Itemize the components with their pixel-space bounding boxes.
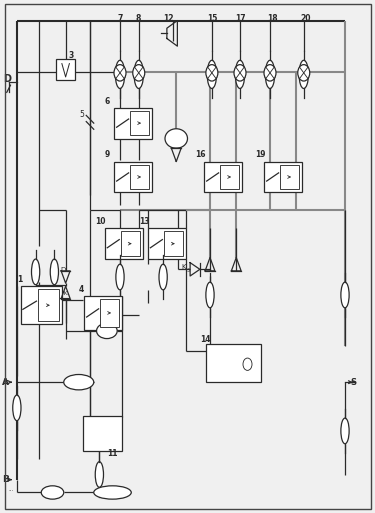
Text: 11: 11 [107,449,117,458]
Ellipse shape [41,486,64,499]
Ellipse shape [165,129,188,148]
Ellipse shape [116,264,124,290]
Ellipse shape [299,60,308,89]
Ellipse shape [341,282,349,308]
Text: FK: FK [60,291,68,296]
Text: 5: 5 [80,110,84,119]
Ellipse shape [236,60,244,89]
Ellipse shape [97,323,117,339]
Bar [84,297,122,330]
Circle shape [133,65,145,81]
Text: 16: 16 [195,150,206,160]
Text: 17: 17 [236,13,246,23]
Bar [280,165,299,189]
Ellipse shape [94,486,131,499]
Ellipse shape [13,395,21,421]
Text: A: A [2,378,9,387]
Bar [130,165,149,189]
Text: 15: 15 [207,13,218,23]
Text: 4: 4 [79,285,84,294]
Ellipse shape [50,259,58,285]
Text: D: D [3,74,11,84]
Ellipse shape [206,282,214,308]
Text: D': D' [60,267,67,273]
Text: 6: 6 [105,96,110,106]
Text: 20: 20 [301,13,311,23]
Text: S: S [351,378,357,387]
Ellipse shape [266,60,274,89]
Ellipse shape [159,264,167,290]
Circle shape [234,65,246,81]
Circle shape [264,65,276,81]
Bar [164,231,183,256]
Text: 7: 7 [117,13,122,23]
Ellipse shape [341,418,349,444]
Bar [56,59,75,80]
Bar [148,228,186,259]
Bar [100,300,119,327]
Text: 13: 13 [139,217,149,226]
Bar [114,108,152,139]
Ellipse shape [134,60,143,89]
Circle shape [114,65,126,81]
Ellipse shape [64,374,94,390]
Text: K: K [182,264,186,270]
Ellipse shape [207,60,217,89]
Bar [105,228,142,259]
Text: 3: 3 [187,268,190,273]
Text: 19: 19 [255,150,266,160]
Ellipse shape [95,462,104,487]
Text: 3: 3 [68,51,74,60]
Bar [38,289,58,321]
Text: 12: 12 [163,13,174,23]
Bar [206,344,261,382]
Bar [264,162,302,192]
Text: 10: 10 [96,217,106,226]
Bar [121,231,140,256]
Text: 1: 1 [17,275,22,284]
Text: ...: ... [8,487,14,492]
Bar [220,165,239,189]
Circle shape [243,358,252,370]
Text: 18: 18 [267,13,278,23]
Bar [82,416,122,451]
Text: 14: 14 [201,335,211,344]
Circle shape [298,65,310,81]
Circle shape [206,65,218,81]
Bar [21,286,62,324]
Text: 9: 9 [105,150,110,160]
Bar [130,111,149,135]
Bar [114,162,152,192]
Text: B: B [2,475,9,484]
Ellipse shape [116,60,124,89]
Bar [204,162,242,192]
Text: 8: 8 [136,13,141,23]
Ellipse shape [32,259,40,285]
